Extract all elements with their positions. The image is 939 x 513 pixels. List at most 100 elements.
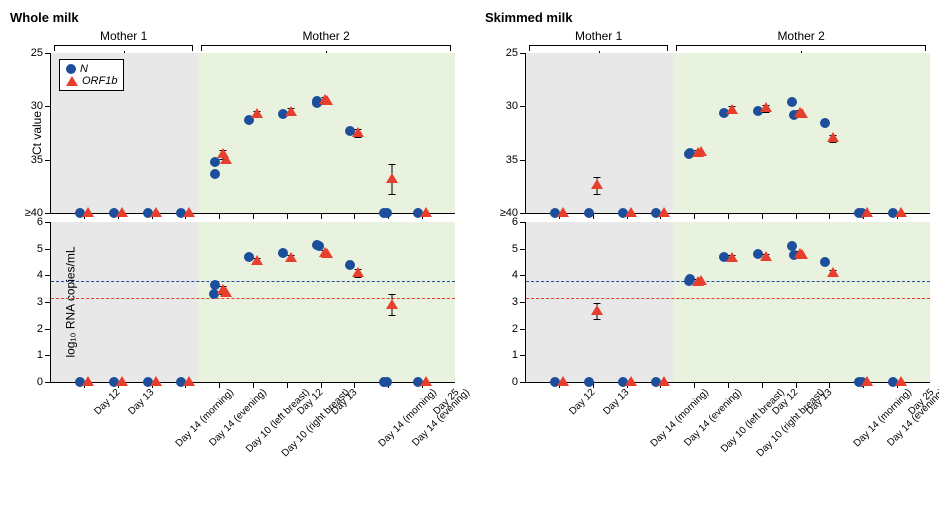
y-tick-label: 1 <box>37 349 43 361</box>
panel-title: Skimmed milk <box>485 10 930 25</box>
y-tick <box>520 53 526 54</box>
n-point <box>820 118 830 128</box>
y-tick-label: 25 <box>31 47 43 59</box>
y-tick-label: 3 <box>512 296 518 308</box>
x-tick-label: Day 12 <box>567 387 597 417</box>
y-tick <box>45 355 51 356</box>
orf1b-point <box>557 207 569 217</box>
orf1b-point <box>352 267 364 277</box>
orf1b-point <box>183 207 195 217</box>
orf1b-point <box>760 251 772 261</box>
y-tick <box>520 106 526 107</box>
n-point <box>820 257 830 267</box>
x-tick <box>796 213 797 219</box>
x-tick-label: Day 14 (morning) <box>174 387 236 449</box>
panel-column: Whole milkMother 1Mother 2Ct value253035… <box>10 10 455 478</box>
y-tick <box>520 249 526 250</box>
y-tick-label: 25 <box>506 47 518 59</box>
x-tick <box>253 213 254 219</box>
x-tick <box>728 213 729 219</box>
orf1b-point <box>251 108 263 118</box>
brace <box>201 45 451 52</box>
mother-labels-row: Mother 1Mother 2 <box>50 29 455 53</box>
chart: log₁₀ RNA copies/mL0123456 <box>50 222 455 383</box>
orf1b-point <box>726 104 738 114</box>
y-tick <box>520 275 526 276</box>
x-tick-label: Day 14 (morning) <box>852 387 914 449</box>
y-axis-label: log₁₀ RNA copies/mL <box>64 246 78 357</box>
x-tick <box>762 213 763 219</box>
y-tick <box>45 302 51 303</box>
x-tick <box>287 213 288 219</box>
legend-n-label: N <box>80 63 88 75</box>
orf1b-point <box>895 207 907 217</box>
error-cap <box>593 177 600 178</box>
legend: NORF1b <box>59 59 124 91</box>
orf1b-point <box>591 305 603 315</box>
y-tick <box>520 222 526 223</box>
x-tick-label: Day 14 (morning) <box>649 387 711 449</box>
y-tick <box>45 249 51 250</box>
y-tick-label: 1 <box>512 349 518 361</box>
y-tick-label: 5 <box>37 243 43 255</box>
orf1b-point <box>386 173 398 183</box>
y-tick-label: 3 <box>37 296 43 308</box>
x-labels-row: Day 12Day 13Day 14 (morning)Day 14 (even… <box>50 383 455 478</box>
y-tick-label: 0 <box>512 376 518 388</box>
mother-labels-row: Mother 1Mother 2 <box>525 29 930 53</box>
orf1b-point <box>827 132 839 142</box>
y-tick <box>45 53 51 54</box>
y-tick <box>520 160 526 161</box>
reference-line <box>526 298 930 299</box>
error-cap <box>355 277 362 278</box>
y-tick <box>520 213 526 214</box>
orf1b-point <box>861 207 873 217</box>
n-point <box>382 208 392 218</box>
orf1b-point <box>150 207 162 217</box>
y-tick <box>45 275 51 276</box>
orf1b-point <box>726 252 738 262</box>
x-tick-label: Day 12 <box>92 387 122 417</box>
x-tick <box>694 213 695 219</box>
y-tick-label: 6 <box>512 216 518 228</box>
orf1b-point <box>796 249 808 259</box>
mother2-label: Mother 2 <box>197 29 455 43</box>
brace <box>676 45 926 52</box>
mother1-bg <box>526 222 673 382</box>
y-axis-label: Ct value <box>30 111 44 155</box>
orf1b-point <box>658 207 670 217</box>
x-tick <box>829 213 830 219</box>
x-tick <box>321 213 322 219</box>
orf1b-point <box>796 108 808 118</box>
panel-column: Skimmed milkMother 1Mother 2253035≥40012… <box>485 10 930 478</box>
legend-orf1b-icon <box>66 76 78 86</box>
orf1b-point <box>591 179 603 189</box>
y-tick-label: 6 <box>37 216 43 228</box>
n-point <box>787 97 797 107</box>
orf1b-point <box>625 207 637 217</box>
x-tick <box>354 213 355 219</box>
mother2-bg <box>673 53 930 213</box>
x-tick <box>219 213 220 219</box>
y-tick <box>520 329 526 330</box>
y-tick-label: 4 <box>37 269 43 281</box>
mother2-bg <box>673 222 930 382</box>
error-cap <box>593 194 600 195</box>
orf1b-point <box>251 255 263 265</box>
mother2-label: Mother 2 <box>672 29 930 43</box>
y-tick-label: 30 <box>506 100 518 112</box>
legend-n-icon <box>66 64 76 74</box>
y-tick <box>520 355 526 356</box>
orf1b-point <box>827 267 839 277</box>
x-tick-label: Day 13 <box>601 387 631 417</box>
y-tick-label: 30 <box>31 100 43 112</box>
y-tick-label: 35 <box>31 154 43 166</box>
reference-line <box>526 281 930 282</box>
y-tick <box>45 329 51 330</box>
error-cap <box>593 303 600 304</box>
orf1b-point <box>82 207 94 217</box>
legend-orf1b-label: ORF1b <box>82 75 117 87</box>
y-tick-label: 5 <box>512 243 518 255</box>
y-tick-label: 2 <box>37 323 43 335</box>
chart: Ct value253035≥40NORF1b <box>50 53 455 214</box>
